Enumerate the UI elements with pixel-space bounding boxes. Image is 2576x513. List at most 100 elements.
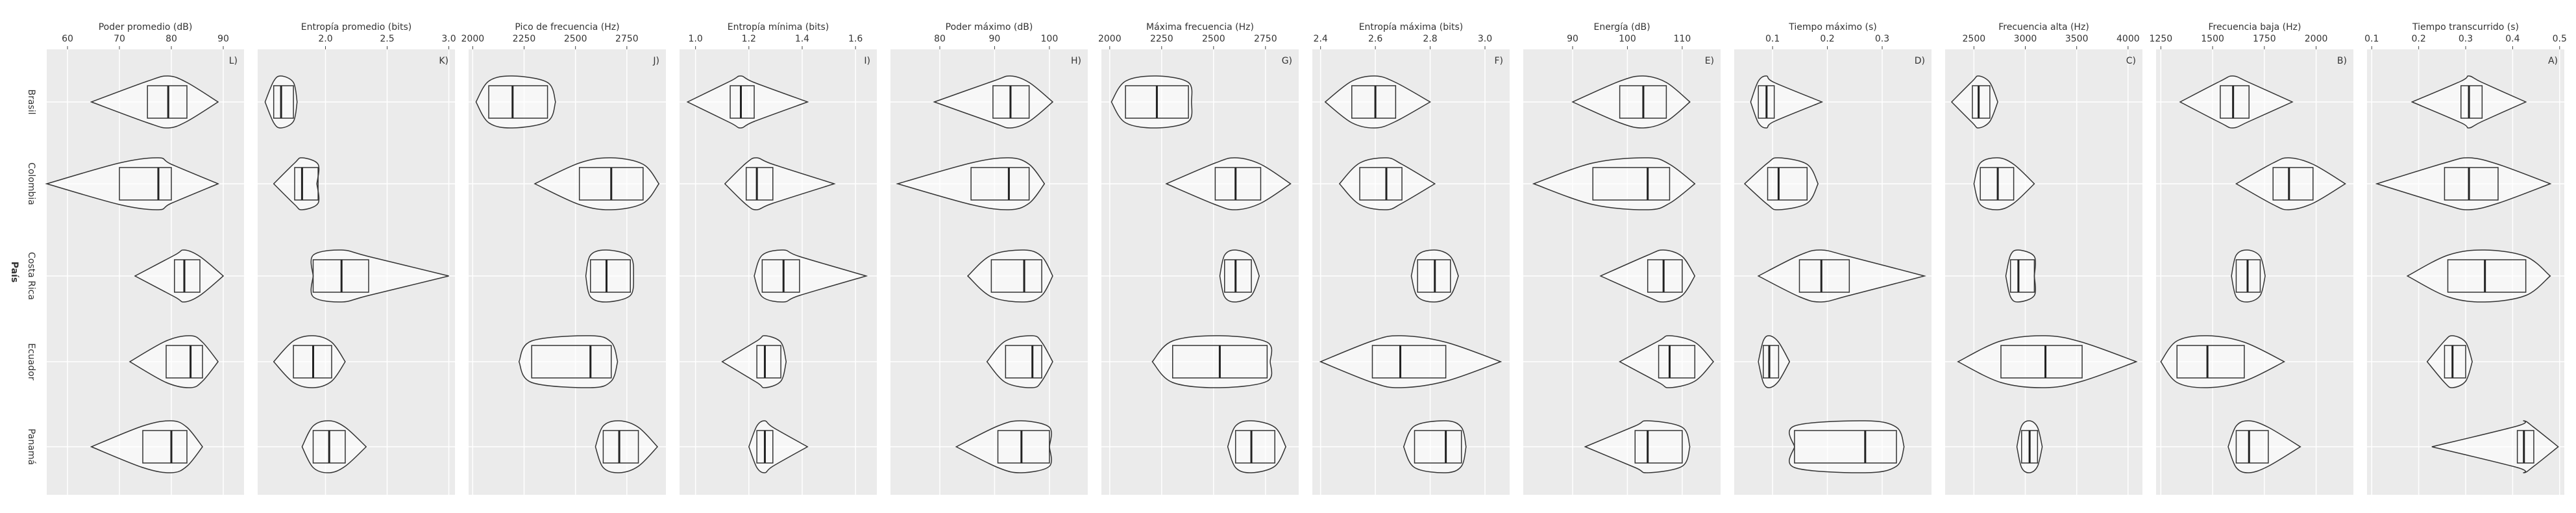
x-tick-label: 1500	[2201, 34, 2224, 44]
box	[1214, 167, 1262, 201]
box	[1005, 345, 1042, 379]
box	[2220, 85, 2250, 119]
box	[2447, 259, 2527, 293]
violin	[986, 335, 1053, 388]
panel-tag: K)	[439, 56, 448, 66]
panel-tag: H)	[1071, 56, 1081, 66]
violin	[721, 335, 787, 388]
x-tick-label: 0.1	[1765, 34, 1780, 44]
x-tick-label: 2500	[564, 34, 587, 44]
x-tick-label: 110	[1674, 34, 1691, 44]
panel-title: Frecuencia baja (Hz)	[2209, 22, 2301, 32]
y-tick-label: Colombia	[26, 162, 36, 205]
x-tick-label: 70	[114, 34, 125, 44]
x-tick-label: 0.3	[1875, 34, 1889, 44]
violin	[1789, 420, 1905, 473]
box	[174, 259, 201, 293]
panel-title: Entropía promedio (bits)	[301, 22, 411, 32]
box	[119, 167, 172, 201]
box	[590, 259, 631, 293]
violin	[475, 75, 556, 129]
violin	[1165, 157, 1292, 210]
box	[2235, 430, 2269, 464]
x-tick-label: 2.4	[1314, 34, 1328, 44]
x-tick-label: 90	[217, 34, 229, 44]
y-tick-label: Brasil	[26, 89, 36, 114]
box	[1763, 345, 1780, 379]
box	[1371, 345, 1447, 379]
x-tick-label: 1.0	[689, 34, 703, 44]
violin	[2235, 157, 2347, 210]
box	[1767, 167, 1808, 201]
box	[2444, 167, 2499, 201]
box	[1359, 167, 1403, 201]
box	[1414, 430, 1462, 464]
box	[142, 430, 188, 464]
x-tick-label: 80	[934, 34, 946, 44]
x-tick-label: 1.2	[742, 34, 756, 44]
x-tick-label: 3.0	[1478, 34, 1492, 44]
panel-title: Entropía mínima (bits)	[728, 22, 829, 32]
box	[294, 167, 319, 201]
violin	[134, 249, 225, 303]
violin	[933, 75, 1054, 129]
x-tick-label: 0.1	[2364, 34, 2379, 44]
violin	[2406, 249, 2551, 303]
box	[2176, 345, 2245, 379]
x-tick-label: 1.4	[795, 34, 809, 44]
violin	[1403, 420, 1467, 473]
violin	[748, 420, 809, 473]
x-tick-label: 100	[1619, 34, 1636, 44]
x-tick-label: 90	[989, 34, 1001, 44]
violin	[1750, 75, 1824, 129]
panel-tag: J)	[652, 56, 659, 66]
box	[2460, 85, 2483, 119]
x-tick-label: 2.5	[380, 34, 394, 44]
box	[273, 85, 294, 119]
box	[1647, 259, 1683, 293]
violin	[2375, 157, 2552, 210]
box	[2000, 345, 2083, 379]
box	[1798, 259, 1850, 293]
x-tick-label: 2500	[1202, 34, 1225, 44]
x-tick-label: 0.2	[2411, 34, 2425, 44]
violin	[273, 335, 346, 388]
violin	[1219, 249, 1260, 303]
y-tick-label: Ecuador	[26, 343, 36, 380]
box	[2009, 259, 2035, 293]
x-tick-label: 2000	[1098, 34, 1122, 44]
x-tick-label: 2.0	[318, 34, 332, 44]
panel-title: Tiempo transcurrido (s)	[2412, 22, 2519, 32]
violin	[1758, 335, 1791, 388]
x-tick-label: 3000	[2014, 34, 2037, 44]
panel-title: Energía (dB)	[1593, 22, 1650, 32]
violin	[1957, 335, 2138, 388]
violin	[754, 249, 868, 303]
box	[997, 430, 1050, 464]
box	[166, 345, 203, 379]
panel-title: Poder promedio (dB)	[99, 22, 193, 32]
violin	[518, 335, 619, 388]
violin	[129, 335, 219, 388]
panel-title: Poder máximo (dB)	[946, 22, 1033, 32]
panel-tag: C)	[2126, 56, 2136, 66]
box	[1794, 430, 1897, 464]
box	[990, 259, 1042, 293]
box	[2272, 167, 2314, 201]
violin	[1743, 157, 1819, 210]
x-tick-label: 3500	[2065, 34, 2089, 44]
box	[761, 259, 800, 293]
violin	[2227, 420, 2301, 473]
x-tick-label: 2000	[2305, 34, 2328, 44]
panel-tag: D)	[1915, 56, 1925, 66]
violin	[45, 157, 219, 210]
violin	[273, 157, 320, 210]
box	[2444, 345, 2466, 379]
x-tick-label: 3.0	[441, 34, 456, 44]
x-tick-label: 0.4	[2505, 34, 2520, 44]
violin	[1532, 157, 1696, 210]
x-tick-label: 2250	[1150, 34, 1173, 44]
box	[756, 345, 781, 379]
box	[147, 85, 188, 119]
